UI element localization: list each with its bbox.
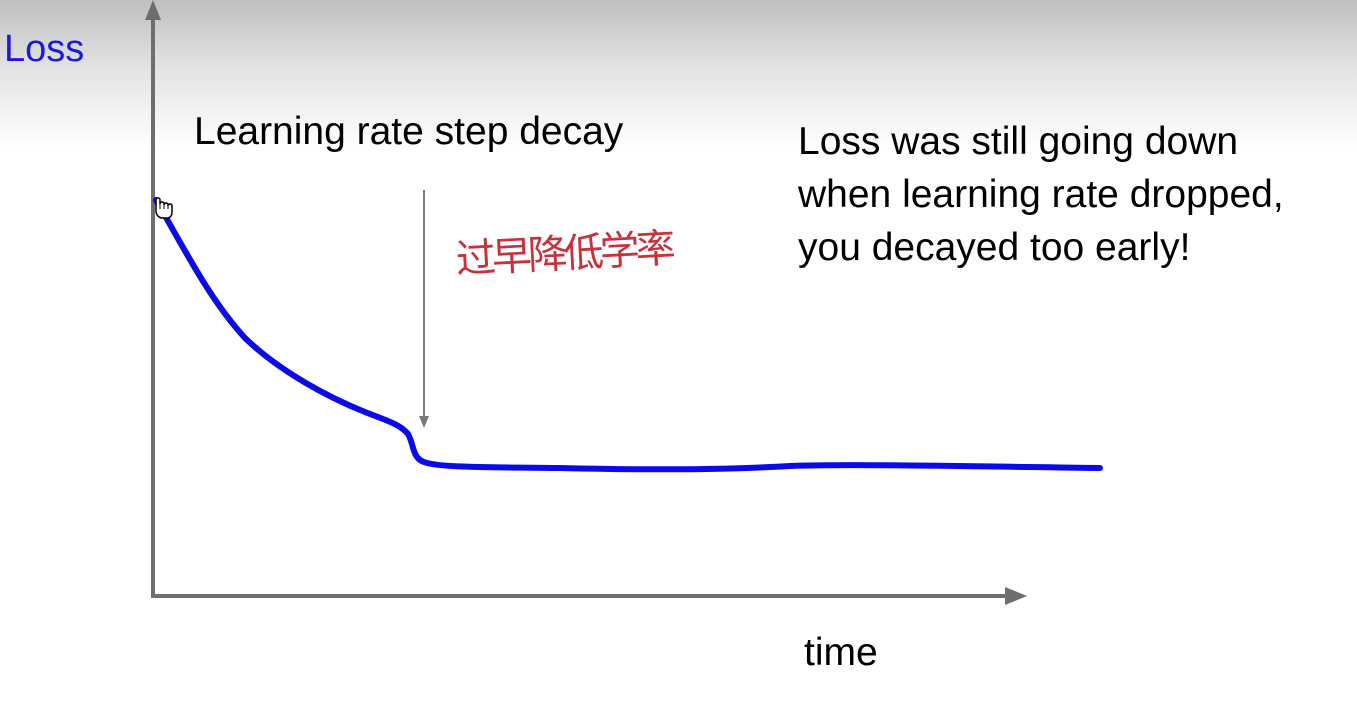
handwritten-note: 过早降低学率 [454, 225, 673, 283]
decay-marker-arrowhead [419, 416, 429, 428]
hand-cursor-icon [155, 197, 173, 219]
step-decay-annotation: Learning rate step decay [194, 110, 624, 153]
explanation-note: Loss was still going down when learning … [798, 115, 1284, 274]
x-axis-label: time [804, 631, 878, 674]
y-axis-label: Loss [4, 28, 85, 70]
loss-curve [153, 197, 1103, 473]
y-axis-arrowhead [145, 0, 161, 20]
note-line: Loss was still going down [798, 120, 1239, 163]
x-axis-arrowhead [1005, 587, 1027, 605]
note-line: when learning rate dropped, [798, 173, 1284, 216]
note-line: you decayed too early! [798, 226, 1191, 269]
